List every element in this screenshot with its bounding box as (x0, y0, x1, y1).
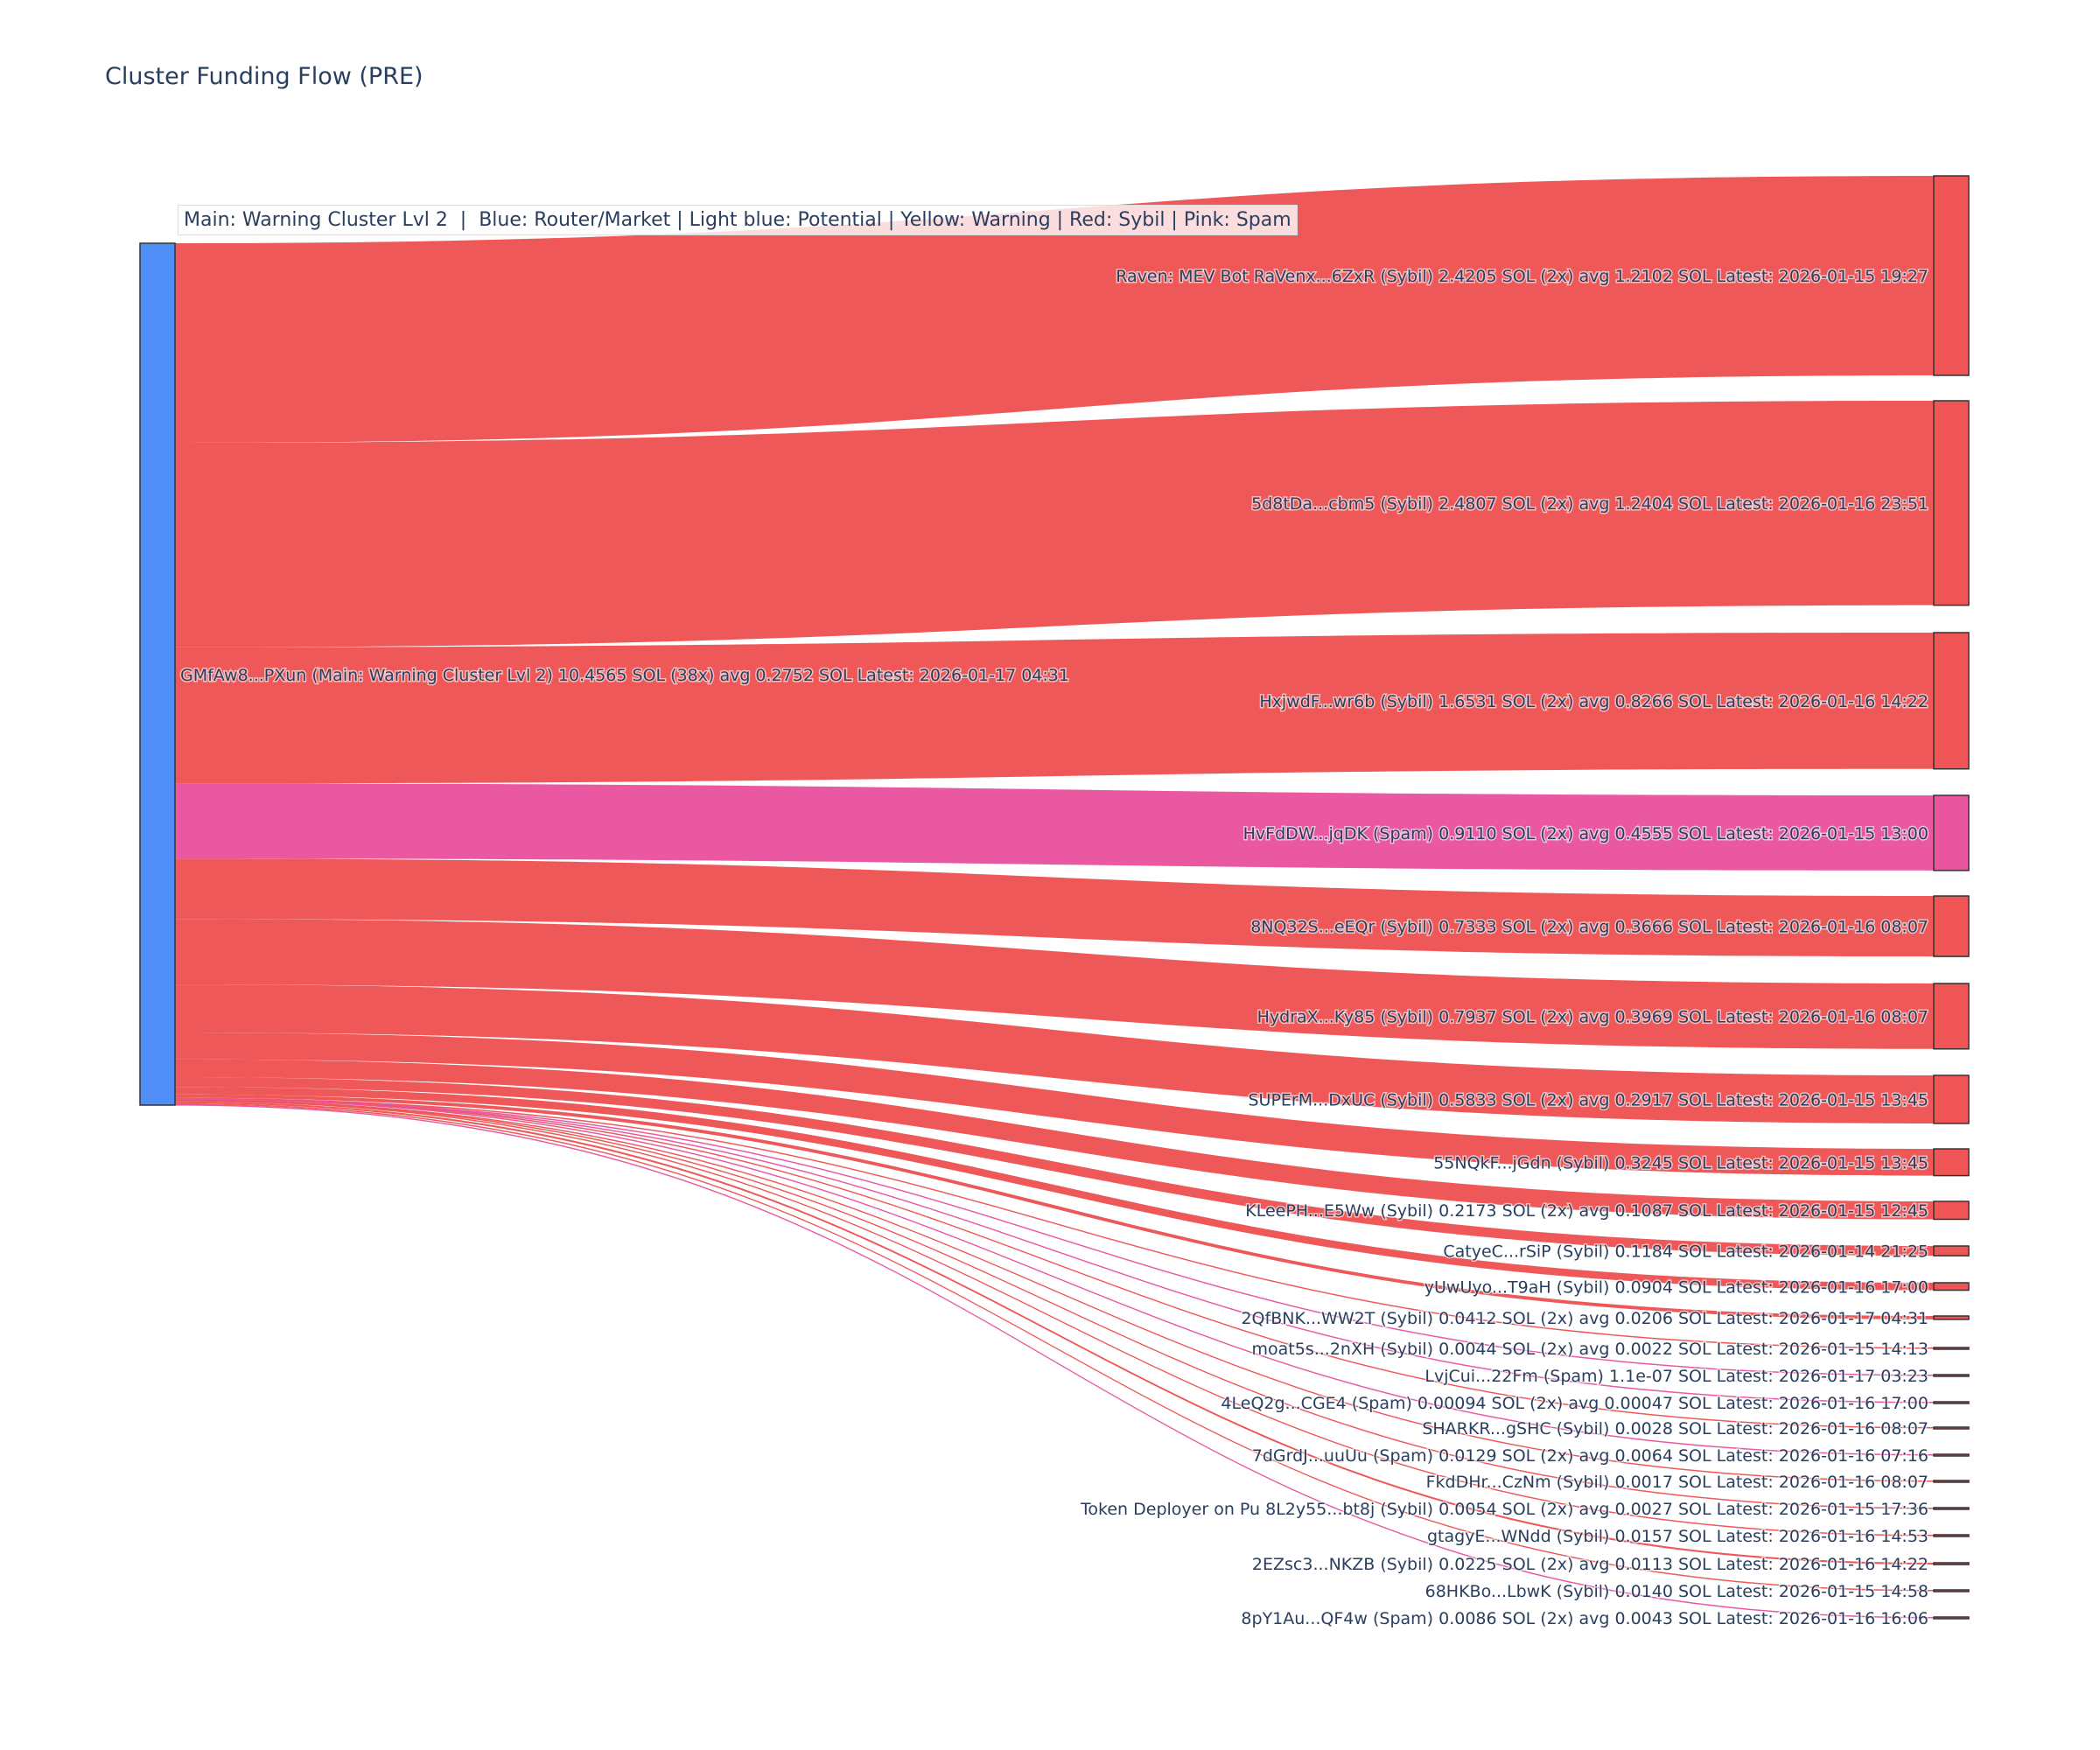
target-node[interactable] (1933, 175, 1970, 376)
target-node-label: 8NQ32S...eEQr (Sybil) 0.7333 SOL (2x) av… (1250, 918, 1928, 937)
labels-layer: Raven: MEV Bot RaVenx...6ZxR (Sybil) 2.4… (179, 266, 1930, 1630)
flow-link[interactable] (175, 783, 1934, 871)
flow-link[interactable] (175, 1098, 1934, 1456)
target-node[interactable] (1933, 1562, 1970, 1565)
target-node-label: SHARKR...gSHC (Sybil) 0.0028 SOL Latest:… (1422, 1419, 1928, 1438)
target-node[interactable] (1933, 1347, 1970, 1350)
target-node-label: KLeePH...E5Ww (Sybil) 0.2173 SOL (2x) av… (1245, 1201, 1928, 1221)
target-node[interactable] (1933, 1401, 1970, 1404)
flow-link[interactable] (175, 858, 1934, 957)
target-node-label: 7dGrdJ...uuUu (Spam) 0.0129 SOL (2x) avg… (1252, 1446, 1928, 1466)
flow-link[interactable] (175, 1099, 1934, 1509)
links-layer (175, 176, 1934, 1619)
flow-link[interactable] (175, 1097, 1934, 1349)
source-node[interactable] (139, 242, 176, 1106)
flow-link[interactable] (175, 1032, 1934, 1176)
target-node[interactable] (1933, 1148, 1970, 1177)
target-node[interactable] (1933, 983, 1970, 1050)
flow-link[interactable] (175, 919, 1934, 1049)
flow-link[interactable] (175, 1102, 1934, 1592)
nodes-layer (139, 175, 1970, 1620)
target-node[interactable] (1933, 1074, 1970, 1124)
chart-title: Cluster Funding Flow (PRE) (105, 63, 424, 90)
legend-annotation: Main: Warning Cluster Lvl 2 | Blue: Rout… (178, 205, 1298, 235)
flow-link[interactable] (175, 984, 1934, 1124)
target-node-label: Token Deployer on Pu 8L2y55...bt8j (Sybi… (1080, 1500, 1928, 1519)
target-node-label: CatyeC...rSiP (Sybil) 0.1184 SOL Latest:… (1443, 1242, 1928, 1262)
flow-link[interactable] (175, 1087, 1934, 1291)
target-node[interactable] (1933, 1616, 1970, 1620)
target-node[interactable] (1933, 1534, 1970, 1537)
target-node[interactable] (1933, 1480, 1970, 1483)
flow-link[interactable] (175, 1077, 1934, 1256)
target-node-label: moat5s...2nXH (Sybil) 0.0044 SOL (2x) av… (1252, 1340, 1928, 1359)
target-node-label: 68HKBo...LbwK (Sybil) 0.0140 SOL Latest:… (1425, 1582, 1928, 1601)
flow-link[interactable] (175, 1100, 1934, 1536)
flow-link[interactable] (175, 1059, 1934, 1220)
flow-link[interactable] (175, 1099, 1934, 1482)
target-node[interactable] (1933, 632, 1970, 770)
target-node[interactable] (1933, 1315, 1970, 1320)
target-node[interactable] (1933, 1200, 1970, 1221)
flow-link[interactable] (175, 633, 1934, 784)
target-node[interactable] (1933, 400, 1970, 606)
target-node[interactable] (1933, 1245, 1970, 1256)
target-node-label: 8pY1Au...QF4w (Spam) 0.0086 SOL (2x) avg… (1241, 1609, 1928, 1628)
target-node[interactable] (1933, 794, 1970, 872)
target-node-label: SUPErM...DxUC (Sybil) 0.5833 SOL (2x) av… (1248, 1090, 1928, 1110)
target-node-label: 5d8tDa...cbm5 (Sybil) 2.4807 SOL (2x) av… (1251, 494, 1928, 514)
flow-link[interactable] (175, 1104, 1934, 1619)
target-node-label: HydraX...Ky85 (Sybil) 0.7937 SOL (2x) av… (1257, 1007, 1928, 1026)
target-node-label: 2EZsc3...NKZB (Sybil) 0.0225 SOL (2x) av… (1252, 1555, 1928, 1574)
target-node-label: LvjCui...22Fm (Spam) 1.1e-07 SOL Latest:… (1424, 1367, 1928, 1386)
target-node-label: Raven: MEV Bot RaVenx...6ZxR (Sybil) 2.4… (1116, 267, 1928, 286)
target-node-label: 55NQkF...jGdn (Sybil) 0.3245 SOL Latest:… (1433, 1153, 1928, 1172)
target-node[interactable] (1933, 1426, 1970, 1430)
target-node[interactable] (1933, 1507, 1970, 1510)
target-node-label: 2QfBNK...WW2T (Sybil) 0.0412 SOL (2x) av… (1241, 1309, 1928, 1328)
target-node-label: HvFdDW...jqDK (Spam) 0.9110 SOL (2x) avg… (1243, 824, 1928, 844)
target-node[interactable] (1933, 1453, 1970, 1457)
flow-link[interactable] (175, 1098, 1934, 1404)
flow-link[interactable] (175, 1098, 1934, 1376)
target-node-label: gtagyE...WNdd (Sybil) 0.0157 SOL Latest:… (1427, 1527, 1928, 1546)
target-node[interactable] (1933, 1282, 1970, 1292)
target-node[interactable] (1933, 895, 1970, 957)
target-node-label: FkdDHr...CzNm (Sybil) 0.0017 SOL Latest:… (1426, 1473, 1928, 1492)
target-node-label: 4LeQ2g...CGE4 (Spam) 0.00094 SOL (2x) av… (1221, 1394, 1928, 1413)
target-node[interactable] (1933, 1589, 1970, 1592)
target-node[interactable] (1933, 1374, 1970, 1377)
flow-link[interactable] (175, 1101, 1934, 1565)
target-node-label: yUwUyo...T9aH (Sybil) 0.0904 SOL Latest:… (1424, 1278, 1928, 1297)
flow-link[interactable] (175, 1094, 1934, 1320)
target-node-label: HxjwdF...wr6b (Sybil) 1.6531 SOL (2x) av… (1259, 692, 1928, 711)
flow-link[interactable] (175, 176, 1934, 444)
source-node-label: GMfAw8...PXun (Main: Warning Cluster Lvl… (180, 666, 1069, 685)
flow-link[interactable] (175, 401, 1934, 648)
flow-link[interactable] (175, 1098, 1934, 1429)
